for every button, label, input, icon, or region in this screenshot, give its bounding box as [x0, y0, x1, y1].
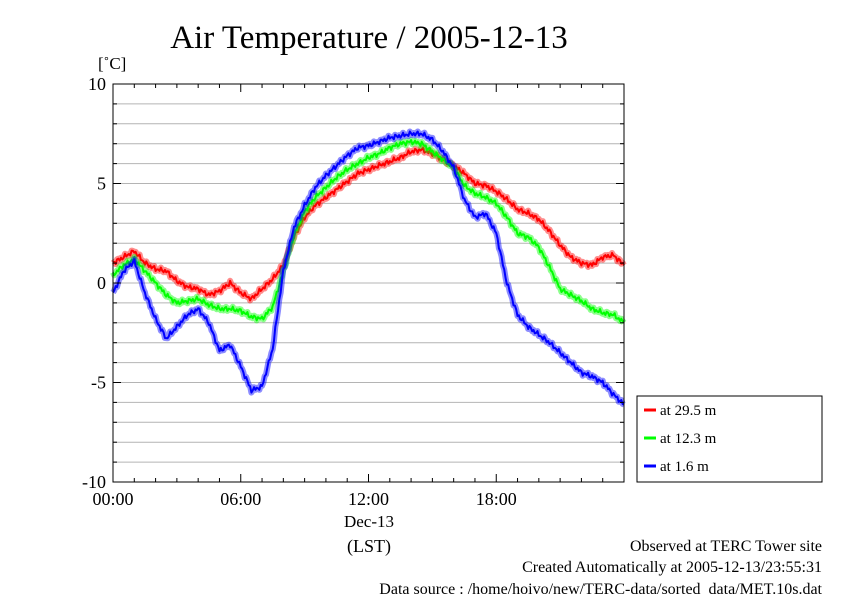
footer-created: Created Automatically at 2005-12-13/23:5…: [522, 559, 822, 576]
legend-label: at 12.3 m: [660, 431, 717, 447]
y-axis-unit-label: [˚C]: [98, 54, 126, 73]
y-tick-label: -5: [91, 373, 106, 393]
legend: at 29.5 m at 12.3 m at 1.6 m: [644, 403, 717, 475]
legend-box: [636, 395, 823, 483]
legend-label: at 29.5 m: [660, 403, 717, 419]
series-line: [112, 130, 625, 406]
y-tick-label: 5: [97, 174, 106, 194]
series-line: [112, 139, 625, 324]
x-tick-label: 00:00: [92, 489, 133, 509]
x-axis-date-label: Dec-13: [344, 512, 394, 531]
y-tick-label: 0: [97, 273, 106, 293]
series-line: [112, 146, 625, 302]
x-tick-label: 06:00: [220, 489, 261, 509]
y-axis: 10 5 0 -5 -10: [82, 74, 624, 492]
footer-data-source: Data source : /home/hoivo/new/TERC-data/…: [379, 581, 822, 595]
x-axis: 00:00 06:00 12:00 18:00: [92, 84, 625, 509]
y-tick-label: 10: [88, 74, 106, 94]
x-axis-zone-label: (LST): [347, 536, 391, 557]
y-tick-label: -10: [82, 472, 106, 492]
x-tick-label: 12:00: [348, 489, 389, 509]
grid-lines: [113, 103, 624, 463]
chart-title: Air Temperature / 2005-12-13: [170, 20, 568, 56]
x-tick-label: 18:00: [476, 489, 517, 509]
footer-site: Observed at TERC Tower site: [630, 538, 822, 555]
series-lines: [110, 128, 627, 408]
legend-label: at 1.6 m: [660, 459, 709, 475]
